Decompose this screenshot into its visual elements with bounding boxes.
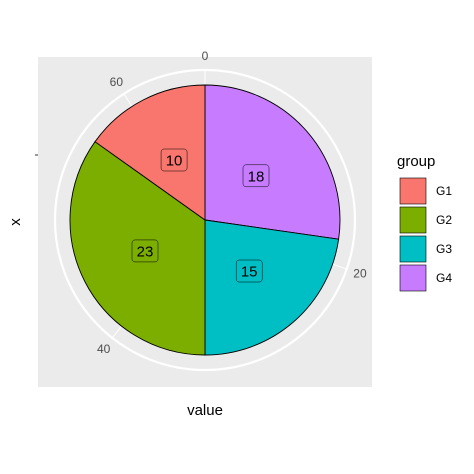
legend-item-g1: G1 bbox=[399, 177, 452, 205]
pie-slices bbox=[69, 84, 341, 356]
legend-label: G4 bbox=[436, 271, 452, 285]
data-label-g4: 18 bbox=[242, 164, 270, 188]
legend-key bbox=[399, 235, 427, 263]
y-axis-title: x bbox=[7, 218, 24, 226]
theta-tick-label: 60 bbox=[110, 75, 124, 89]
pie-slice-g4 bbox=[204, 84, 341, 240]
legend-item-g3: G3 bbox=[399, 235, 452, 263]
svg-text:23: 23 bbox=[137, 243, 154, 260]
slice-labels: 18 15 23 10 bbox=[131, 148, 270, 283]
legend-item-g2: G2 bbox=[399, 206, 452, 234]
theta-tick-label: 0 bbox=[202, 49, 209, 63]
legend-item-g4: G4 bbox=[399, 264, 452, 292]
legend-key bbox=[399, 177, 427, 205]
data-label-g1: 10 bbox=[160, 148, 188, 172]
theta-tick-label: 40 bbox=[97, 342, 111, 356]
legend-title: group bbox=[397, 153, 435, 170]
legend-key bbox=[399, 264, 427, 292]
x-axis-title: value bbox=[187, 402, 223, 419]
svg-text:10: 10 bbox=[166, 153, 183, 170]
legend: group G1 G2 G3 G4 bbox=[397, 153, 452, 292]
data-label-g2: 23 bbox=[131, 239, 159, 263]
svg-text:18: 18 bbox=[248, 168, 265, 185]
pie-slice-g3 bbox=[204, 219, 340, 356]
legend-label: G2 bbox=[436, 213, 452, 227]
svg-text:15: 15 bbox=[241, 264, 258, 281]
theta-ticks: 0 20 40 60 bbox=[97, 49, 367, 356]
legend-label: G3 bbox=[436, 242, 452, 256]
pie-slice-g1 bbox=[94, 84, 206, 221]
legend-label: G1 bbox=[436, 184, 452, 198]
legend-key bbox=[399, 206, 427, 234]
data-label-g3: 15 bbox=[235, 259, 263, 283]
theta-tick-label: 20 bbox=[353, 267, 367, 281]
